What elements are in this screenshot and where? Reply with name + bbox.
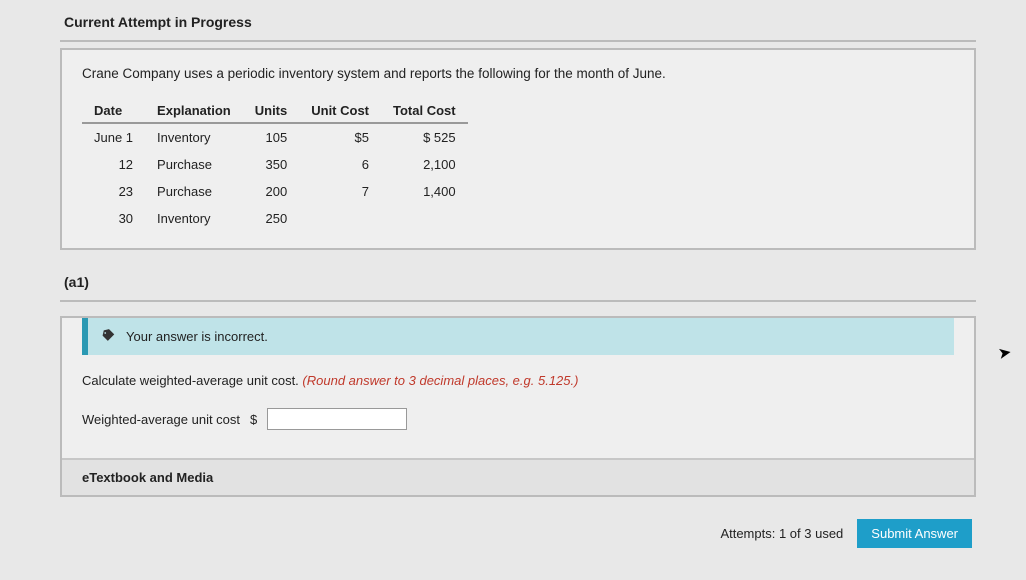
table-row: 12 Purchase 350 6 2,100 [82,151,468,178]
cell-explanation: Purchase [145,178,243,205]
feedback-text: Your answer is incorrect. [126,329,268,344]
attempt-status: Current Attempt in Progress [60,8,976,42]
col-units: Units [243,99,300,123]
cell-total-cost: $ 525 [381,123,468,151]
part-label: (a1) [60,264,976,302]
answer-label: Weighted-average unit cost [82,412,240,427]
answer-input[interactable] [267,408,407,430]
cell-units: 200 [243,178,300,205]
cell-total-cost: 1,400 [381,178,468,205]
table-row: 30 Inventory 250 [82,205,468,232]
table-row: June 1 Inventory 105 $5 $ 525 [82,123,468,151]
cell-unit-cost: $5 [299,123,381,151]
cell-units: 350 [243,151,300,178]
answer-panel: Your answer is incorrect. Calculate weig… [60,316,976,497]
instruction-text: Calculate weighted-average unit cost. [82,373,302,388]
etextbook-button[interactable]: eTextbook and Media [62,458,974,495]
currency-symbol: $ [250,412,257,427]
cell-date: 30 [82,205,145,232]
cell-unit-cost: 7 [299,178,381,205]
answer-row: Weighted-average unit cost $ [82,408,954,430]
problem-intro: Crane Company uses a periodic inventory … [82,66,954,81]
cell-explanation: Inventory [145,205,243,232]
footer: Attempts: 1 of 3 used Submit Answer [60,511,976,548]
cell-units: 105 [243,123,300,151]
problem-panel: Crane Company uses a periodic inventory … [60,48,976,250]
cell-unit-cost: 6 [299,151,381,178]
inventory-table: Date Explanation Units Unit Cost Total C… [82,99,468,232]
instruction: Calculate weighted-average unit cost. (R… [82,373,954,388]
cell-total-cost: 2,100 [381,151,468,178]
feedback-bar: Your answer is incorrect. [82,318,954,355]
col-total-cost: Total Cost [381,99,468,123]
cell-date: 12 [82,151,145,178]
cell-total-cost [381,205,468,232]
cell-explanation: Purchase [145,151,243,178]
cell-units: 250 [243,205,300,232]
col-explanation: Explanation [145,99,243,123]
attempts-text: Attempts: 1 of 3 used [720,526,843,541]
tag-icon [102,328,116,345]
cell-explanation: Inventory [145,123,243,151]
col-unit-cost: Unit Cost [299,99,381,123]
table-row: 23 Purchase 200 7 1,400 [82,178,468,205]
instruction-hint: (Round answer to 3 decimal places, e.g. … [302,373,578,388]
cell-unit-cost [299,205,381,232]
col-date: Date [82,99,145,123]
cell-date: 23 [82,178,145,205]
cell-date: June 1 [82,123,145,151]
submit-answer-button[interactable]: Submit Answer [857,519,972,548]
